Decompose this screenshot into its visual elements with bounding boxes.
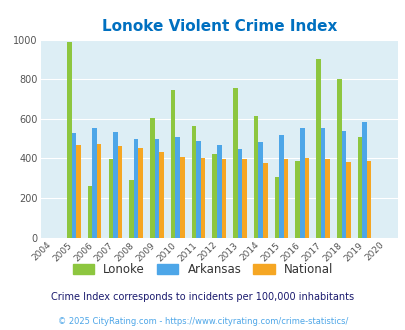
Bar <box>324 159 329 238</box>
Legend: Lonoke, Arkansas, National: Lonoke, Arkansas, National <box>68 258 337 281</box>
Bar <box>67 42 71 238</box>
Bar <box>258 142 262 238</box>
Bar <box>262 163 267 238</box>
Bar <box>87 186 92 238</box>
Bar <box>336 79 341 238</box>
Bar <box>242 159 246 238</box>
Bar <box>279 135 283 238</box>
Bar <box>345 162 350 238</box>
Bar <box>315 59 320 238</box>
Bar <box>150 118 154 238</box>
Bar <box>274 177 279 238</box>
Bar <box>320 128 324 238</box>
Bar <box>117 146 122 238</box>
Bar <box>283 159 288 238</box>
Bar <box>232 88 237 238</box>
Bar <box>97 144 101 238</box>
Bar <box>179 157 184 238</box>
Bar <box>357 137 362 238</box>
Bar <box>299 128 304 238</box>
Bar <box>212 154 216 238</box>
Bar <box>108 159 113 238</box>
Bar <box>134 139 138 238</box>
Bar <box>295 161 299 238</box>
Bar <box>92 128 97 238</box>
Bar <box>76 145 81 238</box>
Bar <box>154 139 159 238</box>
Bar <box>175 137 179 238</box>
Bar <box>362 122 366 238</box>
Bar <box>304 158 309 238</box>
Bar <box>191 126 196 238</box>
Text: Crime Index corresponds to incidents per 100,000 inhabitants: Crime Index corresponds to incidents per… <box>51 292 354 302</box>
Title: Lonoke Violent Crime Index: Lonoke Violent Crime Index <box>101 19 336 34</box>
Bar <box>71 133 76 238</box>
Bar <box>237 148 242 238</box>
Bar <box>216 145 221 238</box>
Bar <box>138 148 143 238</box>
Bar <box>129 180 134 238</box>
Bar <box>200 158 205 238</box>
Bar <box>366 161 371 238</box>
Bar <box>221 159 226 238</box>
Bar <box>253 116 258 238</box>
Bar <box>196 141 200 238</box>
Bar <box>159 152 163 238</box>
Bar <box>341 131 345 238</box>
Bar <box>113 132 117 238</box>
Bar <box>171 90 175 238</box>
Text: © 2025 CityRating.com - https://www.cityrating.com/crime-statistics/: © 2025 CityRating.com - https://www.city… <box>58 317 347 326</box>
